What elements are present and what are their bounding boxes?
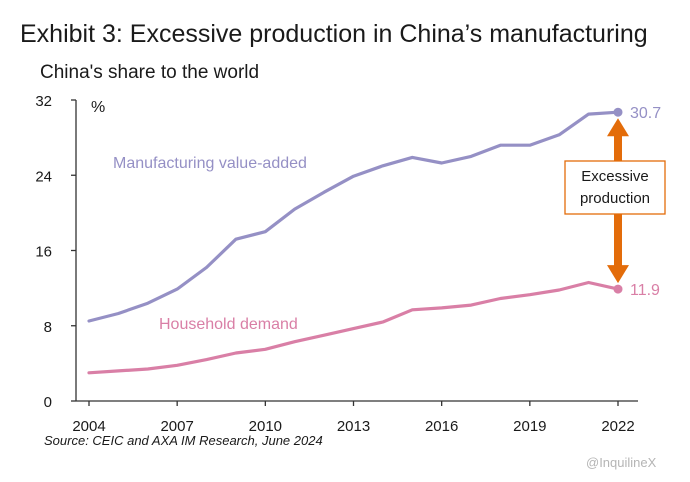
arrow-head-down: [607, 265, 629, 284]
chart-subtitle: China's share to the world: [40, 62, 260, 83]
x-tick-label: 2004: [72, 418, 105, 435]
y-tick-label: 16: [35, 244, 52, 261]
chart-title: Exhibit 3: Excessive production in China…: [20, 20, 648, 48]
annotation-text-line: Excessive: [581, 168, 649, 185]
series-end-label-1: 30.7: [630, 105, 661, 122]
arrow-head-up: [607, 118, 629, 137]
series-end-marker-2: [613, 284, 623, 294]
series-line-2: [87, 280, 620, 375]
series-name-label-2: Household demand: [159, 316, 298, 333]
x-tick-label: 2016: [425, 418, 458, 435]
series-end-marker-1: [613, 107, 623, 117]
x-tick-label: 2013: [337, 418, 370, 435]
x-tick-label: 2007: [160, 418, 193, 435]
y-tick-label: 32: [35, 93, 52, 110]
y-unit-label: %: [91, 99, 105, 116]
x-tick-label: 2022: [601, 418, 634, 435]
y-tick-label: 24: [35, 168, 52, 185]
annotation-box: [564, 160, 666, 215]
y-tick-label: 8: [44, 319, 52, 336]
y-tick-label: 0: [44, 394, 52, 411]
source-note: Source: CEIC and AXA IM Research, June 2…: [44, 433, 323, 448]
series-line-1: [87, 110, 620, 323]
series-name-label-1: Manufacturing value-added: [113, 155, 307, 172]
x-tick-label: 2010: [249, 418, 282, 435]
x-tick-label: 2019: [513, 418, 546, 435]
annotation-text-line: production: [580, 190, 650, 207]
series-end-label-2: 11.9: [630, 282, 660, 299]
watermark: @InquilineX: [586, 455, 657, 470]
